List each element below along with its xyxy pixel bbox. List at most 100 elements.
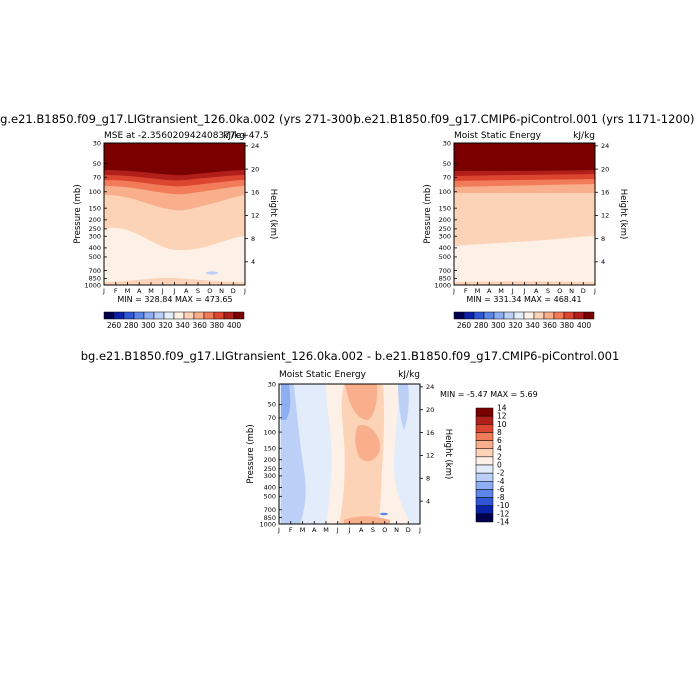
colorbar-swatch [163, 311, 175, 320]
month-tick-label: F [464, 287, 468, 295]
diff-band-neg-core [281, 384, 291, 420]
colorbar-swatch [493, 311, 505, 320]
right-stats: MIN = 331.34 MAX = 468.41 [466, 295, 581, 304]
colorbar-swatch [475, 448, 494, 458]
pressure-tick-label: 1000 [84, 281, 101, 289]
colorbar-swatch [475, 415, 494, 425]
colorbar-label: 280 [474, 321, 489, 330]
colorbar-swatch [473, 311, 485, 320]
pressure-tick-label: 30 [93, 139, 101, 147]
month-tick-label: J [277, 526, 280, 534]
pressure-tick-label: 700 [89, 267, 101, 275]
colorbar-label: 280 [124, 321, 139, 330]
right-ylabel-right: Height (km) [618, 189, 628, 240]
month-tick-label: J [418, 526, 421, 534]
left-cold-spot [206, 271, 218, 275]
height-tick-label: 4 [426, 497, 430, 505]
colorbar-label: -12 [497, 509, 509, 518]
diff-ylabel-right: Height (km) [443, 429, 453, 480]
colorbar-swatch [475, 489, 494, 498]
pressure-tick-label: 150 [89, 204, 101, 212]
pressure-tick-label: 500 [89, 253, 101, 261]
height-tick-label: 16 [601, 189, 609, 197]
diff-panel: bg.e21.B1850.f09_g17.LIGtransient_126.0k… [81, 349, 620, 534]
diff-cold-spot [380, 512, 388, 516]
pressure-tick-label: 700 [439, 267, 451, 275]
colorbar-swatch [475, 407, 494, 417]
month-tick-label: N [394, 526, 399, 534]
colorbar-label: 12 [497, 412, 507, 421]
pressure-tick-label: 250 [89, 225, 101, 233]
left-panel: bg.e21.B1850.f09_g17.LIGtransient_126.0k… [0, 112, 357, 330]
colorbar-swatch [475, 497, 494, 506]
height-tick-label: 24 [601, 142, 609, 150]
colorbar-label: 320 [508, 321, 523, 330]
month-tick-label: J [161, 287, 164, 295]
colorbar-swatch [483, 311, 495, 320]
pressure-tick-label: 100 [439, 188, 451, 196]
month-tick-label: J [173, 287, 176, 295]
colorbar-swatch [475, 513, 494, 523]
month-tick-label: M [125, 287, 131, 295]
pressure-tick-label: 700 [264, 506, 276, 514]
month-tick-label: S [196, 287, 200, 295]
colorbar-label: 14 [497, 404, 507, 413]
height-tick-label: 8 [601, 235, 605, 243]
height-tick-label: 24 [426, 383, 434, 391]
pressure-tick-label: 300 [89, 233, 101, 241]
diff-band-neg-east [398, 384, 409, 430]
diff-band-pos-surface [344, 516, 390, 524]
colorbar-label: 0 [497, 461, 502, 470]
month-tick-label: A [184, 287, 189, 295]
pressure-tick-label: 500 [439, 253, 451, 261]
pressure-tick-label: 250 [439, 225, 451, 233]
left-panel-title: bg.e21.B1850.f09_g17.LIGtransient_126.0k… [0, 112, 357, 126]
colorbar-swatch [563, 311, 575, 320]
diff-heatmap-field [279, 384, 420, 524]
month-tick-label: J [523, 287, 526, 295]
month-tick-label: J [336, 526, 339, 534]
colorbar-label: 380 [210, 321, 225, 330]
colorbar-label: 300 [141, 321, 156, 330]
left-ylabel: Pressure (mb) [73, 184, 83, 243]
colorbar-label: 340 [525, 321, 540, 330]
colorbar-label: 400 [227, 321, 242, 330]
colorbar-swatch [523, 311, 535, 320]
colorbar-swatch [103, 311, 115, 320]
colorbar-swatch [573, 311, 585, 320]
height-tick-label: 16 [426, 429, 434, 437]
pressure-tick-label: 50 [443, 160, 451, 168]
pressure-tick-label: 300 [439, 233, 451, 241]
month-tick-label: S [546, 287, 550, 295]
pressure-tick-label: 100 [89, 188, 101, 196]
month-tick-label: D [406, 526, 411, 534]
right-height-ticks: 24 20 16 12 8 4 [595, 142, 609, 266]
month-tick-label: J [593, 287, 596, 295]
left-colorbar: 260 280 300 320 340 360 380 400 [103, 311, 245, 330]
pressure-tick-label: 70 [268, 414, 276, 422]
right-heatmap-field [454, 143, 595, 285]
colorbar-label: 8 [497, 428, 502, 437]
pressure-tick-label: 150 [264, 445, 276, 453]
month-tick-label: F [114, 287, 118, 295]
colorbar-label: 260 [107, 321, 122, 330]
colorbar-swatch [475, 464, 494, 474]
right-ylabel: Pressure (mb) [423, 184, 433, 243]
height-tick-label: 20 [251, 165, 259, 173]
month-tick-label: A [312, 526, 317, 534]
colorbar-label: 2 [497, 452, 502, 461]
colorbar-label: -10 [497, 501, 509, 510]
colorbar-swatch [475, 424, 494, 433]
right-band-top [454, 143, 595, 171]
colorbar-swatch [113, 311, 125, 320]
pressure-tick-label: 30 [268, 380, 276, 388]
pressure-tick-label: 30 [443, 139, 451, 147]
month-tick-label: N [569, 287, 574, 295]
right-panel-title: b.e21.B1850.f09_g17.CMIP6-piControl.001 … [353, 112, 694, 126]
pressure-tick-label: 850 [439, 275, 451, 283]
left-heatmap-field [104, 143, 245, 285]
